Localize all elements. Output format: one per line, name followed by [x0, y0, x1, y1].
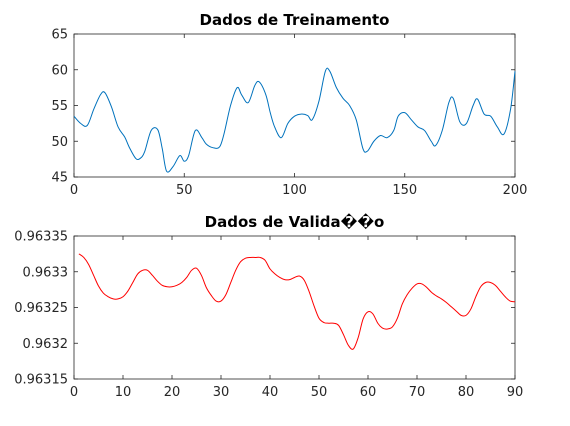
training-chart: Dados de Treinamento 0 50 100 150 200 45 50 55 6… [51, 11, 527, 198]
x-tick-label: 200 [503, 183, 528, 198]
y-tick-label: 0.96335 [14, 230, 68, 245]
x-tick-label: 50 [311, 385, 328, 400]
x-tick-label: 0 [70, 183, 78, 198]
validation-chart: Dados de Valida��o 0 10 20 30 40 50 60 70 80 90 0.… [14, 212, 523, 400]
y-tick-label: 0.9632 [23, 337, 69, 352]
x-tick-label: 100 [282, 183, 307, 198]
x-tick-label: 80 [458, 385, 475, 400]
x-tick-label: 40 [262, 385, 279, 400]
y-tick-label: 65 [51, 28, 68, 43]
x-tick-label: 50 [176, 183, 193, 198]
y-tick-label: 0.96325 [14, 301, 68, 316]
y-tick-label: 55 [51, 99, 68, 114]
y-tick-label: 0.9633 [23, 265, 69, 280]
x-tick-label: 90 [507, 385, 524, 400]
x-tick-label: 20 [164, 385, 181, 400]
plot-area-validation [73, 235, 516, 380]
series-line-training [73, 67, 516, 173]
x-tick-label: 30 [213, 385, 230, 400]
chart-title-training: Dados de Treinamento [200, 11, 390, 29]
chart-title-validation: Dados de Valida��o [205, 212, 385, 231]
series-line-validation [78, 253, 516, 350]
x-tick-label: 0 [70, 385, 78, 400]
y-tick-label: 0.96315 [14, 373, 68, 388]
x-tick-label: 70 [409, 385, 426, 400]
x-tick-label: 10 [115, 385, 132, 400]
x-tick-label: 60 [360, 385, 377, 400]
y-tick-label: 50 [51, 135, 68, 150]
y-tick-label: 45 [51, 171, 68, 186]
plot-area-training [73, 33, 516, 178]
x-tick-label: 150 [392, 183, 417, 198]
y-tick-label: 60 [51, 63, 68, 78]
